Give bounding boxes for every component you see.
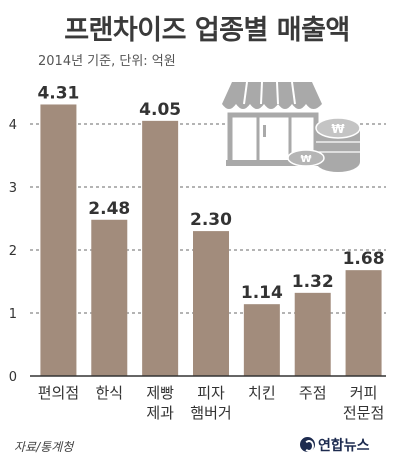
y-tick-label: 3: [9, 181, 17, 196]
x-tick-label: 편의점: [38, 384, 79, 402]
bar-value-label: 1.14: [241, 283, 283, 303]
bar: [91, 219, 128, 376]
bar: [193, 231, 229, 376]
x-tick-label: 제과: [146, 404, 174, 422]
x-tick-label: 커피: [350, 384, 378, 402]
y-tick-label: 0: [9, 370, 17, 385]
bar-value-label: 4.05: [139, 100, 181, 120]
bar: [142, 120, 179, 376]
svg-text:₩: ₩: [300, 154, 311, 165]
publisher-logo-icon: [300, 437, 315, 452]
x-tick-label: 햄버거: [190, 404, 231, 422]
chart-subtitle: 2014년 기준, 단위: 억원: [38, 54, 176, 69]
y-tick-label: 2: [9, 244, 17, 259]
svg-text:₩: ₩: [331, 122, 345, 136]
chart-title: 프랜차이즈 업종별 매출액: [64, 15, 350, 46]
x-tick-label: 전문점: [343, 404, 384, 422]
x-tick-label: 피자: [197, 384, 225, 402]
source-note: 자료/통계청: [14, 440, 74, 454]
publisher-credit: 연합뉴스: [300, 435, 370, 455]
y-tick-label: 4: [9, 118, 17, 133]
storefront-with-coins-icon: ₩ ₩: [222, 81, 361, 172]
bar: [40, 104, 77, 376]
y-tick-label: 1: [9, 307, 17, 322]
bar-value-label: 1.32: [292, 272, 334, 292]
bar: [294, 292, 331, 376]
publisher-name: 연합뉴스: [318, 438, 370, 454]
x-tick-label: 주점: [299, 384, 327, 402]
bar: [345, 270, 382, 376]
bar: [243, 304, 280, 376]
bar-value-label: 2.48: [88, 199, 130, 219]
x-tick-label: 한식: [95, 384, 123, 402]
bar-value-label: 2.30: [190, 210, 232, 230]
x-tick-label: 제빵: [146, 384, 174, 402]
bar-value-label: 1.68: [343, 249, 385, 269]
x-tick-label: 치킨: [248, 384, 276, 402]
bar-value-label: 4.31: [37, 83, 79, 103]
